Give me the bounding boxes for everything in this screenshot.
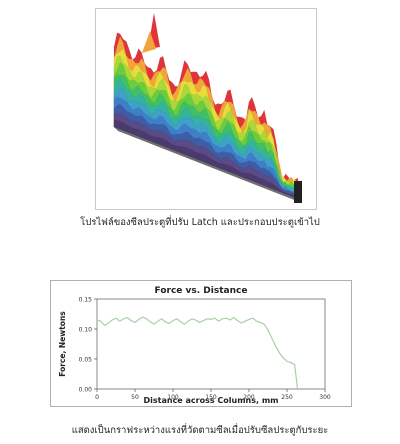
x-tick-label: 0	[95, 394, 99, 401]
y-axis-label: Force, Newtons	[58, 311, 67, 377]
force-distance-chart: Force vs. Distance 0.00 0.05 0.10 0.15 0 50 1…	[58, 286, 331, 405]
figure2-caption: แสดงเป็นกราฟระหว่างแรงที่วัดตามซีลเมื่อป…	[71, 425, 329, 436]
y-tick-label: 0.05	[79, 357, 93, 364]
x-tick-label: 200	[243, 394, 255, 401]
force-distance-chart-frame: Force vs. Distance 0.00 0.05 0.10 0.15 0 50 1…	[50, 280, 352, 407]
surface-profile-plot	[113, 13, 302, 203]
x-tick-label: 150	[205, 394, 217, 401]
x-tick-label: 50	[131, 394, 139, 401]
x-axis-label: Distance across Columns, mm	[144, 396, 279, 405]
y-tick-label: 0.10	[79, 327, 93, 334]
x-tick-label: 300	[319, 394, 331, 401]
surface-end-cap	[294, 181, 302, 203]
series-line-force	[96, 316, 299, 390]
surface-peak-shoulder	[142, 31, 156, 53]
chart-title: Force vs. Distance	[155, 286, 248, 296]
plot-area	[96, 298, 326, 390]
surface-base-rail	[114, 127, 302, 203]
x-tick-label: 250	[281, 394, 293, 401]
y-tick-label: 0.00	[79, 387, 93, 394]
y-tick-label: 0.15	[79, 297, 93, 304]
surface-profile-figure	[95, 8, 317, 210]
figure1-caption: โปรไฟล์ของซีลประตูที่ปรับ Latch และประกอ…	[80, 217, 320, 228]
x-tick-label: 100	[167, 394, 179, 401]
